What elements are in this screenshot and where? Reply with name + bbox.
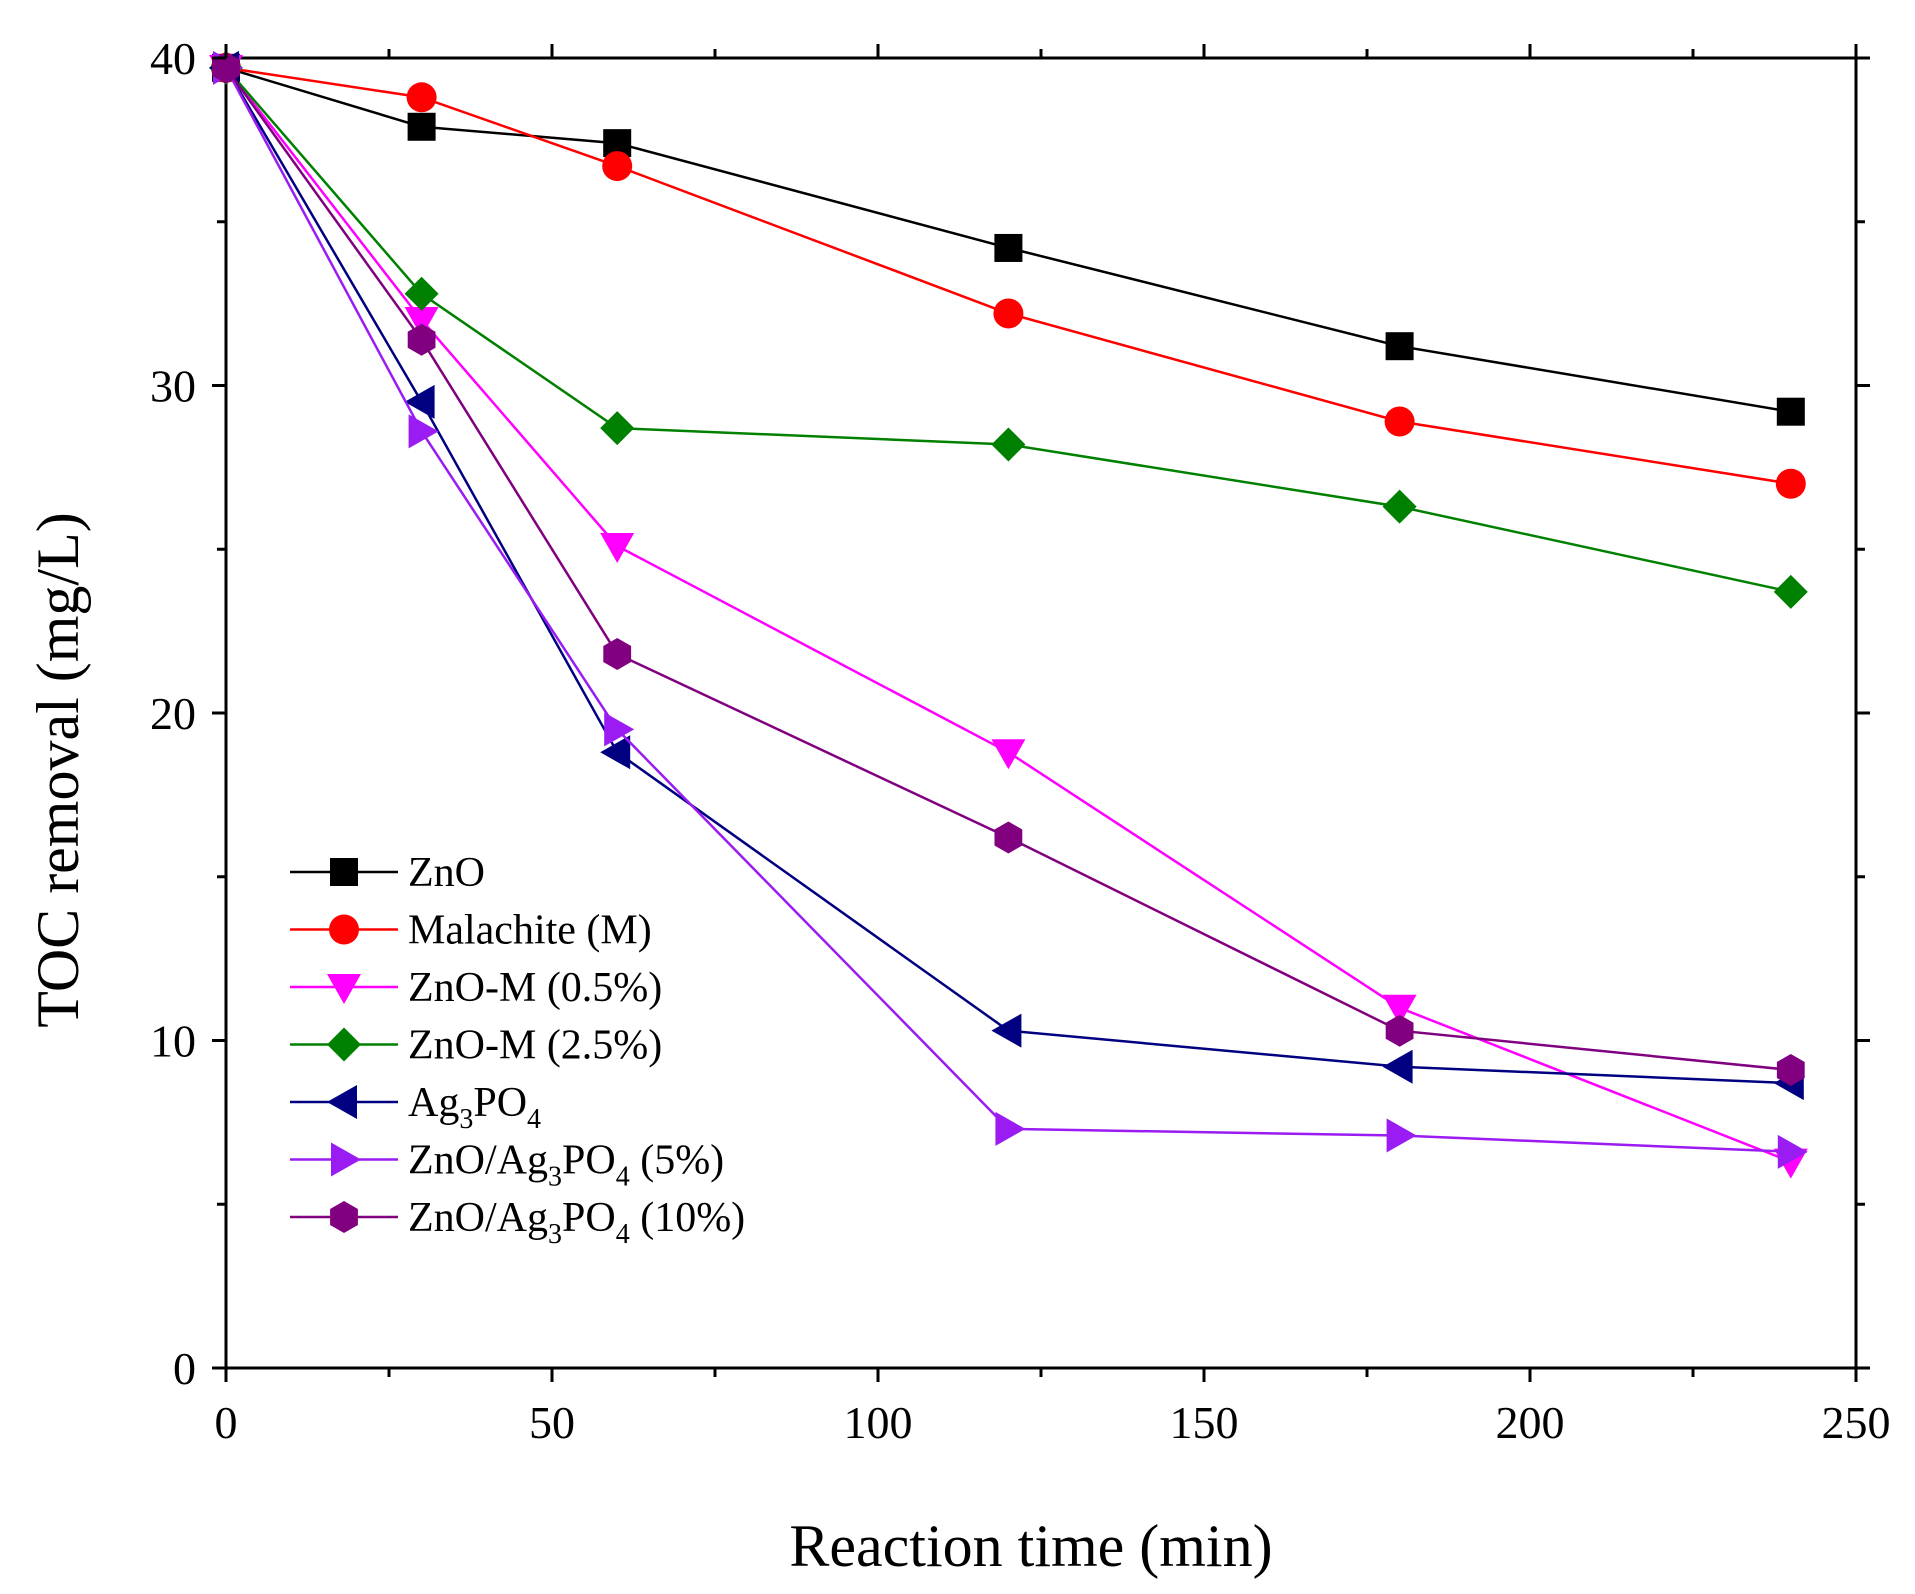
- data-point: [1776, 397, 1805, 426]
- legend-text: PO: [473, 1080, 527, 1126]
- legend-label: Ag3PO4: [408, 1080, 541, 1135]
- data-point: [1386, 1118, 1417, 1153]
- x-axis-title: Reaction time (min): [789, 1513, 1272, 1579]
- x-tick-label: 200: [1496, 1397, 1565, 1448]
- legend-label: ZnO: [408, 850, 485, 896]
- legend-marker: [330, 1201, 358, 1233]
- legend-item: Malachite (M): [290, 908, 652, 954]
- series-line: [225, 66, 1791, 485]
- data-point: [407, 323, 436, 356]
- x-axis: 0 50 100 150 200 250: [215, 44, 1891, 1448]
- series-layer: [209, 50, 1808, 1179]
- x-tick-label: 0: [215, 1397, 238, 1448]
- legend-text: PO: [562, 1138, 616, 1184]
- legend-marker: [329, 914, 359, 945]
- legend-item: ZnO/Ag3PO4 (10%): [290, 1195, 745, 1250]
- data-point: [1385, 332, 1414, 361]
- x-tick-label: 50: [529, 1397, 575, 1448]
- legend-text: (5%): [630, 1138, 724, 1184]
- data-point: [1382, 994, 1417, 1025]
- legend-marker: [327, 974, 361, 1004]
- legend-subscript: 4: [616, 1219, 630, 1250]
- series-line: [224, 67, 1791, 1085]
- series-line: [224, 67, 1791, 1072]
- series-zno-ag3po4-5: [213, 50, 1808, 1169]
- legend-item: ZnO-M (2.5%): [290, 1023, 662, 1069]
- data-point: [1382, 1049, 1413, 1084]
- legend-subscript: 3: [548, 1219, 562, 1250]
- legend-subscript: 3: [459, 1104, 473, 1135]
- data-point: [1385, 1014, 1414, 1047]
- data-point: [994, 821, 1023, 854]
- x-tick-label: 150: [1170, 1397, 1239, 1448]
- legend-marker: [331, 1142, 361, 1177]
- y-axis-title: TOC removal (mg/L): [25, 512, 91, 1027]
- data-point: [991, 427, 1026, 462]
- series-zno-ag3po4-10: [212, 51, 1805, 1086]
- y-tick-label: 0: [173, 1343, 196, 1394]
- y-tick-label: 30: [150, 361, 196, 412]
- legend-text: Ag: [408, 1080, 459, 1126]
- data-point: [1384, 406, 1415, 437]
- data-point: [993, 298, 1024, 329]
- series-zno: [212, 53, 1805, 426]
- data-point: [995, 1111, 1026, 1146]
- legend-item: ZnO-M (0.5%): [290, 965, 662, 1011]
- legend-item: Ag3PO4: [290, 1080, 541, 1135]
- data-point: [1773, 574, 1808, 609]
- data-point: [604, 712, 635, 747]
- data-point: [603, 638, 632, 670]
- legend-subscript: 4: [616, 1162, 630, 1193]
- data-point: [991, 1013, 1022, 1048]
- series-line: [225, 66, 1792, 594]
- data-point: [404, 384, 435, 419]
- series-line: [224, 67, 1791, 1154]
- data-point: [408, 414, 439, 449]
- series-line: [225, 67, 1792, 1163]
- legend-text: ZnO/Ag: [408, 1195, 548, 1241]
- x-tick-label: 100: [844, 1397, 913, 1448]
- data-point: [407, 112, 436, 141]
- legend-item: ZnO/Ag3PO4 (5%): [290, 1138, 724, 1193]
- legend-text: ZnO/Ag: [408, 1138, 548, 1184]
- legend-marker: [327, 1085, 357, 1119]
- data-point: [600, 735, 631, 770]
- data-point: [600, 532, 635, 563]
- y-axis: 0 10 20 30 40: [150, 33, 1870, 1394]
- data-point: [602, 151, 633, 182]
- legend-text: PO: [562, 1195, 616, 1241]
- legend-marker: [327, 1027, 361, 1062]
- legend-label: ZnO-M (0.5%): [408, 965, 662, 1011]
- legend-label: Malachite (M): [408, 908, 652, 954]
- legend-label: ZnO/Ag3PO4 (5%): [408, 1138, 724, 1193]
- legend-label: ZnO-M (2.5%): [408, 1023, 662, 1069]
- data-point: [406, 82, 437, 113]
- data-point: [212, 51, 240, 84]
- y-tick-label: 40: [150, 33, 196, 84]
- series-line: [225, 66, 1792, 413]
- data-point: [600, 411, 635, 446]
- y-tick-label: 20: [150, 688, 196, 739]
- series-zno-m-2-5: [209, 50, 1808, 609]
- legend: ZnO Malachite (M) ZnO-M (0.5%) ZnO-M (2.5%…: [290, 850, 745, 1250]
- data-point: [1777, 1134, 1808, 1169]
- data-point: [1382, 489, 1417, 524]
- legend-subscript: 3: [548, 1162, 562, 1193]
- legend-text: (10%): [630, 1195, 745, 1241]
- legend-label: ZnO/Ag3PO4 (10%): [408, 1195, 745, 1250]
- data-point: [994, 233, 1023, 262]
- data-point: [404, 307, 439, 337]
- y-tick-label: 10: [150, 1016, 196, 1067]
- legend-subscript: 4: [527, 1104, 541, 1135]
- x-tick-label: 250: [1822, 1397, 1891, 1448]
- data-point: [404, 276, 439, 311]
- legend-marker: [330, 858, 358, 886]
- legend-item: ZnO: [290, 850, 485, 896]
- data-point: [1776, 1054, 1805, 1086]
- data-point: [991, 739, 1026, 770]
- data-point: [1775, 468, 1806, 499]
